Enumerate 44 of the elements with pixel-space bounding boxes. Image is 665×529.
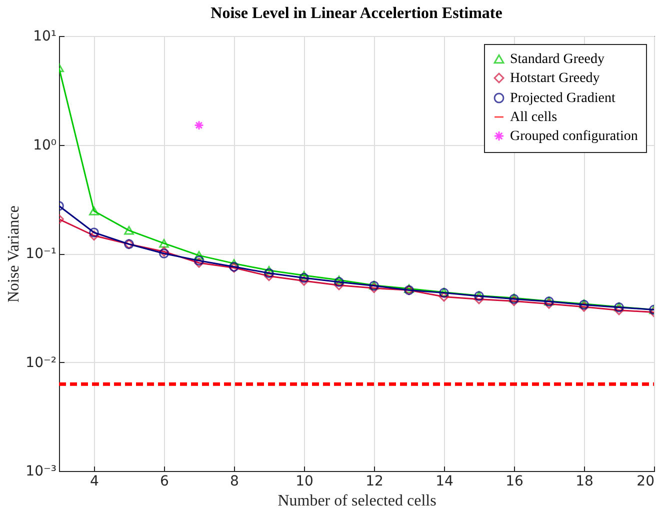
- y-tick-label: 10⁰: [33, 137, 57, 154]
- point: [439, 292, 449, 302]
- point: [369, 283, 379, 294]
- point: [264, 271, 274, 282]
- point: [544, 298, 554, 309]
- legend-label: Grouped configuration: [510, 129, 638, 144]
- point: [159, 238, 169, 248]
- x-tick-label: 14: [436, 474, 454, 490]
- point: [299, 276, 309, 286]
- point: [334, 276, 344, 284]
- point: [334, 277, 344, 287]
- y-tick-label: 10⁻¹: [26, 246, 56, 262]
- y-tick-label: 10⁻²: [26, 354, 56, 371]
- point: [334, 280, 344, 290]
- legend-label: Projected Gradient: [510, 91, 616, 106]
- x-tick-label: 20: [636, 474, 654, 490]
- y-tick-label: 10⁻³: [26, 464, 56, 480]
- point: [194, 120, 204, 130]
- point: [299, 270, 309, 280]
- point: [614, 305, 624, 316]
- x-tick-label: 8: [230, 474, 239, 490]
- point: [89, 230, 99, 241]
- point: [89, 228, 99, 238]
- x-axis-title: Number of selected cells: [278, 492, 436, 510]
- legend-label: All cells: [510, 110, 558, 125]
- y-tick-label: 10¹: [33, 28, 56, 44]
- x-tick-label: 4: [90, 474, 100, 490]
- x-tick-label: 6: [160, 474, 170, 490]
- x-tick-label: 18: [576, 474, 594, 490]
- point: [299, 272, 309, 283]
- chart-title: Noise Level in Linear Accelertion Estimate: [210, 5, 502, 22]
- point: [264, 268, 274, 278]
- point: [194, 251, 204, 260]
- y-axis-title: Noise Variance: [6, 206, 23, 302]
- legend-label: Standard Greedy: [510, 52, 604, 67]
- point: [474, 294, 484, 304]
- point: [509, 296, 519, 306]
- x-tick-label: 16: [506, 474, 524, 490]
- point: [124, 226, 134, 235]
- legend-label: Hotstart Greedy: [510, 71, 600, 86]
- x-tick-label: 10: [296, 474, 314, 490]
- point: [264, 266, 274, 275]
- x-tick-label: 12: [366, 474, 384, 490]
- point: [89, 206, 99, 216]
